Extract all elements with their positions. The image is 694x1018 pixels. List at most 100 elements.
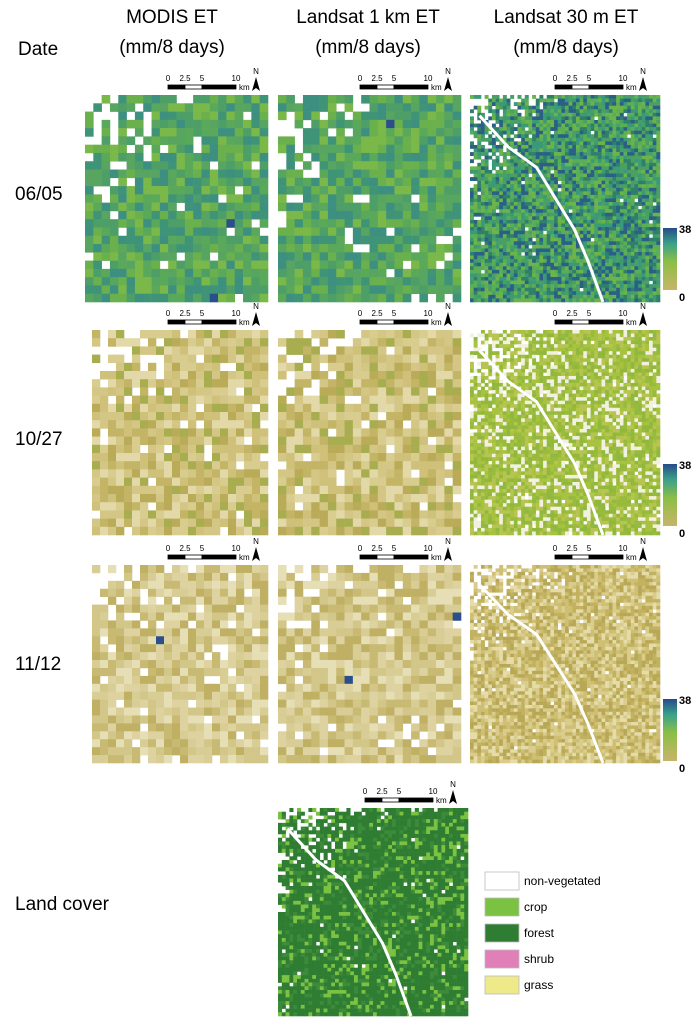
map-cell (627, 263, 631, 267)
map-cell (649, 149, 653, 153)
map-cell (642, 141, 646, 145)
map-cell (286, 461, 295, 470)
map-cell (518, 188, 522, 192)
map-cell (521, 134, 525, 138)
map-cell (594, 216, 598, 220)
map-cell (204, 412, 212, 421)
map-cell (569, 259, 573, 263)
map-cell (525, 298, 529, 302)
map-cell (156, 412, 164, 421)
map-cell (550, 149, 554, 153)
map-cell (394, 244, 403, 253)
map-cell (370, 219, 379, 228)
map-cell (532, 245, 536, 249)
map-cell (645, 99, 649, 103)
map-cell (547, 209, 551, 213)
map-cell (492, 163, 496, 167)
map-cell (403, 396, 412, 405)
map-cell (656, 174, 660, 178)
map-cell (587, 174, 591, 178)
map-cell (370, 203, 379, 212)
map-cell (547, 281, 551, 285)
map-cell (370, 527, 379, 536)
map-cell (576, 120, 580, 124)
map-cell (295, 519, 304, 528)
map-cell (645, 109, 649, 113)
map-cell (634, 113, 638, 117)
map-cell (201, 186, 210, 195)
map-cell (260, 211, 269, 220)
map-cell (565, 334, 569, 338)
map-cell (311, 404, 320, 413)
map-cell (361, 277, 370, 286)
map-cell (419, 194, 428, 203)
map-cell (428, 527, 437, 536)
map-cell (620, 134, 624, 138)
map-cell (591, 206, 595, 210)
map-cell (525, 284, 529, 288)
map-cell (583, 174, 587, 178)
map-cell (594, 184, 598, 188)
map-cell (525, 191, 529, 195)
map-cell (620, 127, 624, 131)
map-cell (510, 334, 514, 338)
map-cell (244, 461, 252, 470)
map-cell (436, 527, 445, 536)
map-cell (177, 103, 186, 112)
map-cell (419, 478, 428, 487)
map-cell (488, 245, 492, 249)
map-cell (539, 291, 543, 295)
map-cell (336, 211, 345, 220)
map-cell (653, 102, 657, 106)
map-cell (580, 195, 584, 199)
map-cell (649, 270, 653, 274)
map-cell (631, 131, 635, 135)
map-cell (503, 131, 507, 135)
map-cell (127, 219, 136, 228)
map-cell (394, 519, 403, 528)
map-cell (528, 191, 532, 195)
map-cell (550, 202, 554, 206)
map-cell (93, 161, 102, 170)
map-cell (116, 478, 124, 487)
map-cell (328, 95, 337, 104)
map-cell (587, 102, 591, 106)
map-cell (474, 184, 478, 188)
map-cell (244, 510, 252, 519)
map-cell (609, 134, 613, 138)
map-cell (616, 124, 620, 128)
map-cell (419, 437, 428, 446)
map-cell (623, 116, 627, 120)
map-cell (525, 206, 529, 210)
map-cell (328, 379, 337, 388)
map-cell (474, 149, 478, 153)
map-cell (620, 152, 624, 156)
map-cell (386, 486, 395, 495)
map-cell (278, 136, 287, 145)
map-cell (295, 236, 304, 245)
map-cell (403, 346, 412, 355)
map-cell (345, 145, 354, 154)
map-cell (481, 259, 485, 263)
map-cell (295, 203, 304, 212)
map-cell (394, 194, 403, 203)
map-cell (303, 486, 312, 495)
map-cell (168, 194, 177, 203)
map-cell (201, 277, 210, 286)
map-cell (428, 95, 437, 104)
map-cell (93, 244, 102, 253)
map-cell (110, 269, 119, 278)
map-cell (558, 288, 562, 292)
map-cell (642, 131, 646, 135)
map-cell (631, 181, 635, 185)
map-cell (638, 209, 642, 213)
map-cell (583, 134, 587, 138)
map-cell (260, 244, 269, 253)
map-cell (572, 127, 576, 131)
map-cell (576, 284, 580, 288)
map-cell (634, 163, 638, 167)
map-cell (499, 184, 503, 188)
map-cell (188, 346, 196, 355)
map-cell (631, 206, 635, 210)
map-cell (110, 294, 119, 303)
